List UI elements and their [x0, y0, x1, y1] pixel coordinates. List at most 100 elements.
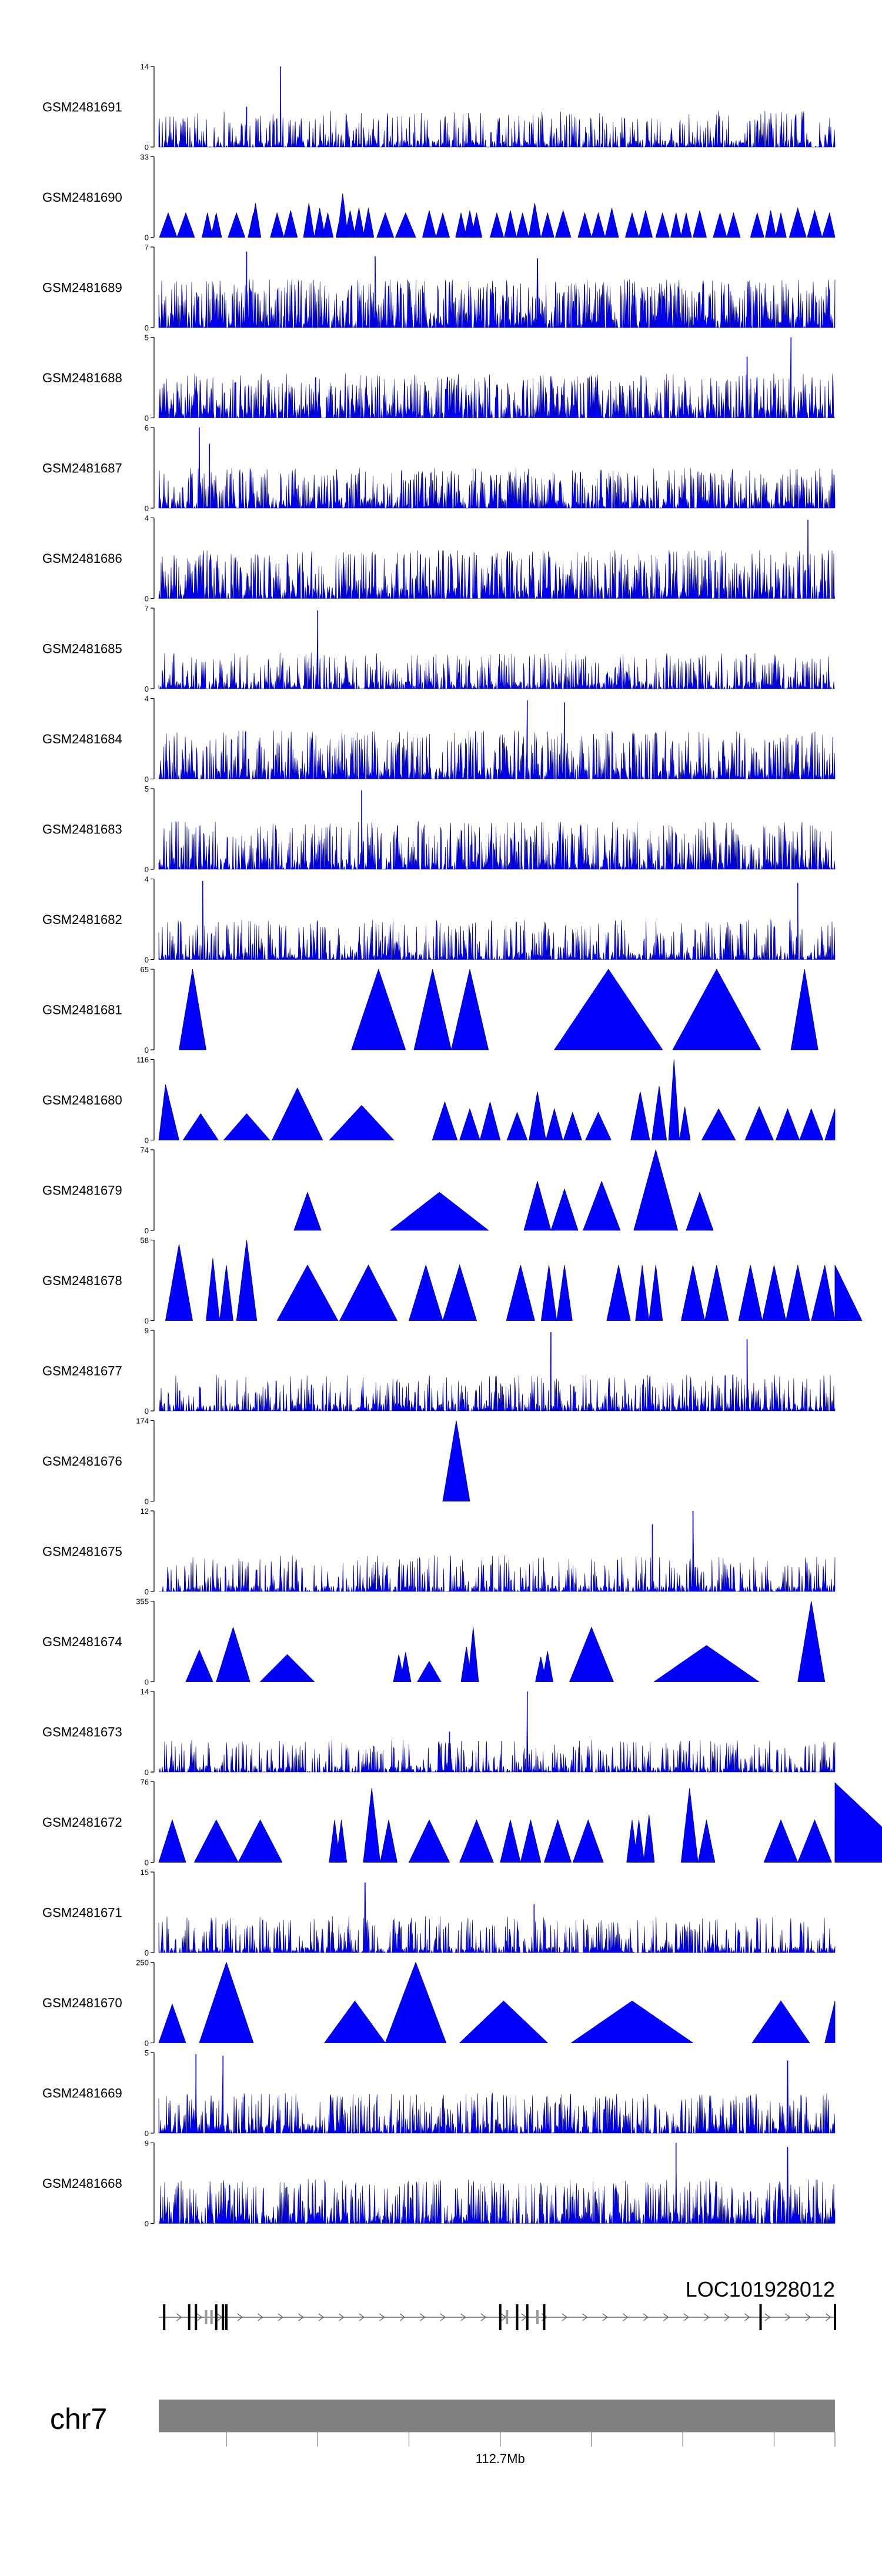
y-tick-label-max: 7 [145, 243, 149, 252]
signal-peak [686, 1192, 714, 1231]
signal-peak [259, 1654, 315, 1682]
track-GSM2481674: GSM2481674 355 0 [42, 1597, 826, 1687]
signal-peak [540, 212, 554, 238]
strand-arrow-icon [480, 2313, 487, 2321]
signal-peak [408, 1264, 443, 1321]
signal-peak [470, 212, 483, 238]
signal-peak [314, 208, 326, 238]
exon-mark [516, 2304, 519, 2330]
signal-peak [713, 212, 727, 238]
signal-peak [811, 1264, 836, 1321]
signal-peak [335, 1820, 348, 1863]
track-GSM2481681: GSM2481681 65 0 [42, 965, 818, 1055]
y-tick-label-min: 0 [145, 1226, 149, 1235]
signal-peak [543, 1819, 572, 1863]
y-tick-label-min: 0 [145, 2129, 149, 2138]
signal-peak [455, 212, 467, 238]
signal-peak [577, 212, 592, 238]
signal-peak [520, 1820, 542, 1863]
y-tick-label-max: 116 [136, 1056, 149, 1065]
signal-area [158, 519, 836, 599]
signal-peak [692, 210, 707, 238]
signal-peak [442, 1264, 477, 1321]
gene-label: LOC101928012 [686, 2277, 835, 2301]
track-label: GSM2481688 [42, 371, 122, 385]
strand-arrow-icon [176, 2313, 182, 2321]
signal-peak [790, 969, 818, 1050]
y-tick-label-max: 14 [141, 1687, 149, 1696]
track-label: GSM2481685 [42, 642, 122, 656]
signal-peak [408, 1819, 450, 1863]
signal-peak [199, 1961, 254, 2043]
y-tick-label-max: 4 [145, 695, 149, 703]
track-label: GSM2481686 [42, 551, 122, 566]
signal-peak [442, 1420, 470, 1501]
signal-peak [159, 212, 178, 238]
signal-peak [337, 193, 349, 238]
signal-peak [680, 212, 692, 238]
signal-peak [249, 203, 262, 238]
track-label: GSM2481674 [42, 1634, 122, 1649]
signal-peak [283, 210, 298, 238]
signal-peak [435, 212, 450, 238]
signal-peak [351, 968, 406, 1050]
y-tick-label-min: 0 [145, 504, 149, 513]
strand-arrow-icon [643, 2313, 649, 2321]
strand-arrow-icon [379, 2313, 385, 2321]
signal-peak [775, 1108, 800, 1140]
signal-area [158, 610, 835, 690]
exon-mark [543, 2304, 546, 2330]
signal-peak [550, 1188, 579, 1231]
strand-arrow-icon [764, 2313, 771, 2321]
signal-peak [216, 1626, 250, 1682]
strand-arrow-icon [278, 2313, 284, 2321]
y-tick-label-min: 0 [145, 414, 149, 423]
strand-arrow-icon [318, 2313, 325, 2321]
track-label: GSM2481687 [42, 461, 122, 476]
y-tick-label-max: 5 [145, 333, 149, 342]
track-GSM2481687: GSM2481687 6 0 [42, 423, 836, 513]
signal-peak [506, 1112, 528, 1140]
signal-peak [176, 212, 195, 238]
signal-peak [528, 203, 542, 238]
signal-peak [236, 1240, 258, 1321]
track-label: GSM2481672 [42, 1815, 122, 1830]
signal-peak [834, 1782, 882, 1863]
track-GSM2481673: GSM2481673 14 0 [42, 1687, 836, 1777]
signal-peak [653, 1645, 760, 1682]
signal-area [158, 880, 836, 960]
strand-arrow-icon [399, 2313, 406, 2321]
signal-peak [651, 1086, 667, 1140]
signal-area [158, 427, 836, 509]
signal-area [159, 1691, 836, 1773]
y-tick-label-max: 33 [141, 153, 149, 162]
signal-peak [293, 1192, 322, 1231]
signal-peak [523, 1180, 552, 1231]
signal-peak [701, 1108, 736, 1140]
y-tick-label-max: 5 [145, 785, 149, 793]
strand-arrow-icon [339, 2313, 345, 2321]
signal-peak [679, 1106, 691, 1140]
signal-peak [385, 1961, 447, 2043]
signal-peak [726, 212, 741, 238]
y-tick-label-max: 9 [145, 2139, 149, 2148]
signal-peak [738, 1264, 763, 1321]
signal-peak [744, 1106, 774, 1140]
signal-area [158, 337, 835, 419]
track-GSM2481684: GSM2481684 4 0 [42, 695, 836, 784]
strand-arrow-icon [196, 2313, 203, 2321]
strand-arrow-icon [582, 2313, 588, 2321]
track-label: GSM2481689 [42, 281, 122, 295]
signal-peak [638, 210, 653, 238]
signal-peak [380, 1820, 397, 1863]
signal-peak [228, 212, 246, 238]
signal-peak [211, 212, 222, 238]
track-label: GSM2481678 [42, 1273, 122, 1288]
signal-peak [158, 1819, 186, 1863]
signal-peak [489, 212, 505, 238]
strand-arrow-icon [724, 2313, 730, 2321]
track-GSM2481682: GSM2481682 4 0 [42, 875, 836, 965]
signal-peak [540, 1264, 557, 1321]
signal-peak [276, 1264, 339, 1321]
exon-mark [195, 2304, 198, 2330]
